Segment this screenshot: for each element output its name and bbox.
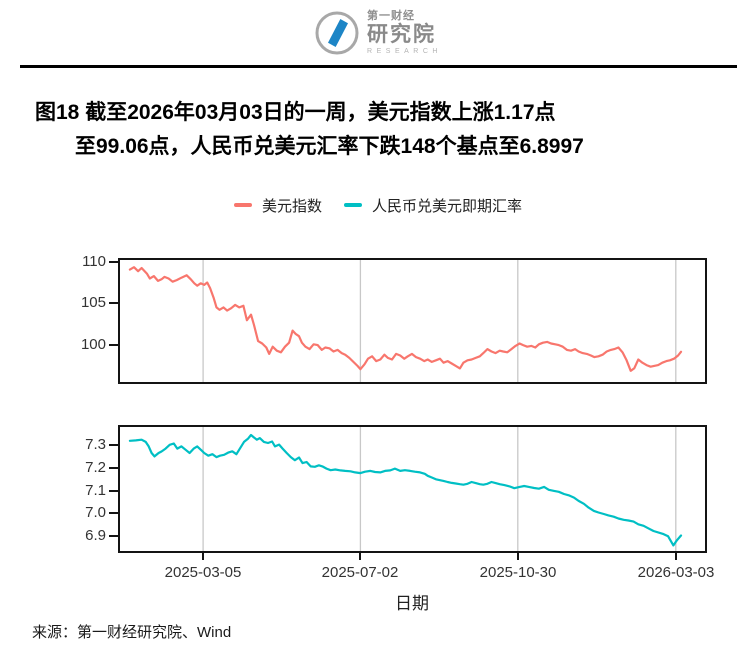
x-axis-tick-mark	[202, 553, 204, 560]
y-axis-tick-mark	[109, 490, 118, 492]
x-axis-tick-mark	[517, 553, 519, 560]
source-note: 来源：第一财经研究院、Wind	[32, 624, 232, 641]
y-axis-tick-label: 7.2	[85, 459, 106, 476]
usd-index-canvas	[128, 260, 683, 382]
y-axis-tick-mark	[109, 535, 118, 537]
figure-title-line1: 图18 截至2026年03月03日的一周，美元指数上涨1.17点	[35, 101, 556, 124]
x-axis-tick-mark	[675, 553, 677, 560]
y-axis-tick-mark	[109, 302, 118, 304]
y-axis-tick-label: 7.3	[85, 436, 106, 453]
legend-label-cny-usd: 人民币兑美元即期汇率	[372, 197, 523, 215]
brand-name-main: 研究院	[367, 23, 437, 46]
series-line-usd-index	[128, 266, 683, 372]
x-axis-tick-label: 2025-07-02	[321, 564, 399, 581]
x-axis-tick-mark	[359, 553, 361, 560]
y-axis-tick-label: 110	[82, 253, 106, 270]
chart-legend: 美元指数 人民币兑美元即期汇率	[0, 195, 756, 215]
y-axis-tick-mark	[109, 467, 118, 469]
y-axis-tick-label: 100	[80, 336, 106, 353]
y-axis-tick-mark	[109, 344, 118, 346]
brand-name-top: 第一财经	[367, 10, 416, 22]
legend-swatch-usd-index	[233, 203, 252, 207]
y-axis-tick-mark	[109, 444, 118, 446]
y-axis-tick-mark	[109, 261, 118, 263]
cny-usd-chart-panel	[118, 425, 707, 553]
brand-logo: 第一财经 研究院 RESEARCH	[0, 10, 756, 56]
usd-index-chart-panel	[118, 258, 707, 384]
x-axis-tick-label: 2025-10-30	[479, 564, 557, 581]
y-axis-tick-label: 7.0	[85, 504, 106, 521]
series-line-cny-usd-spot	[128, 433, 683, 547]
y-axis-tick-label: 105	[80, 294, 106, 311]
brand-name-sub: RESEARCH	[367, 48, 442, 55]
y-axis-tick-label: 7.1	[85, 482, 106, 499]
brand-logo-text: 第一财经 研究院 RESEARCH	[367, 10, 442, 56]
figure-title: 图18 截至2026年03月03日的一周，美元指数上涨1.17点 至99.06点…	[35, 96, 735, 164]
header-divider	[20, 65, 737, 68]
y-axis-tick-label: 6.9	[85, 527, 106, 544]
cny-usd-spot-canvas	[128, 427, 683, 551]
legend-item-usd-index: 美元指数	[233, 195, 322, 216]
legend-label-usd-index: 美元指数	[261, 197, 322, 215]
x-axis-tick-label: 2026-03-03	[637, 564, 715, 581]
x-axis-title: 日期	[395, 594, 429, 613]
figure-title-line2: 至99.06点，人民币兑美元汇率下跌148个基点至6.8997	[75, 135, 584, 158]
x-axis-tick-label: 2025-03-05	[164, 564, 242, 581]
legend-item-cny-usd: 人民币兑美元即期汇率	[344, 195, 522, 216]
y-axis-tick-mark	[109, 512, 118, 514]
legend-swatch-cny-usd	[344, 203, 362, 207]
yicai-logo-icon	[315, 11, 359, 55]
